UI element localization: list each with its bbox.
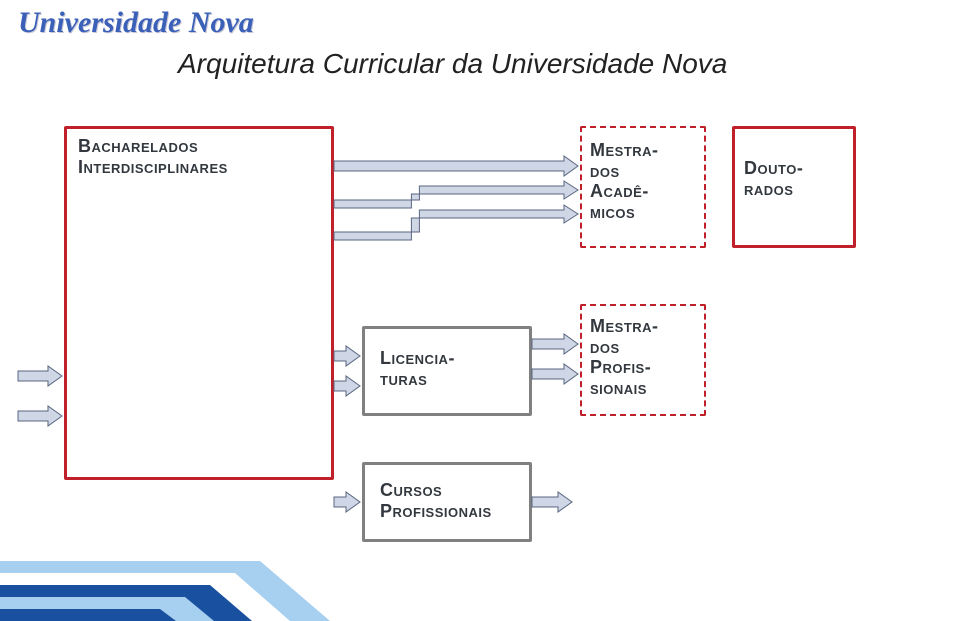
diagram-arrows <box>0 0 960 621</box>
slide-page: Universidade Nova Arquitetura Curricular… <box>0 0 960 621</box>
footer-stripes-icon <box>0 551 420 621</box>
